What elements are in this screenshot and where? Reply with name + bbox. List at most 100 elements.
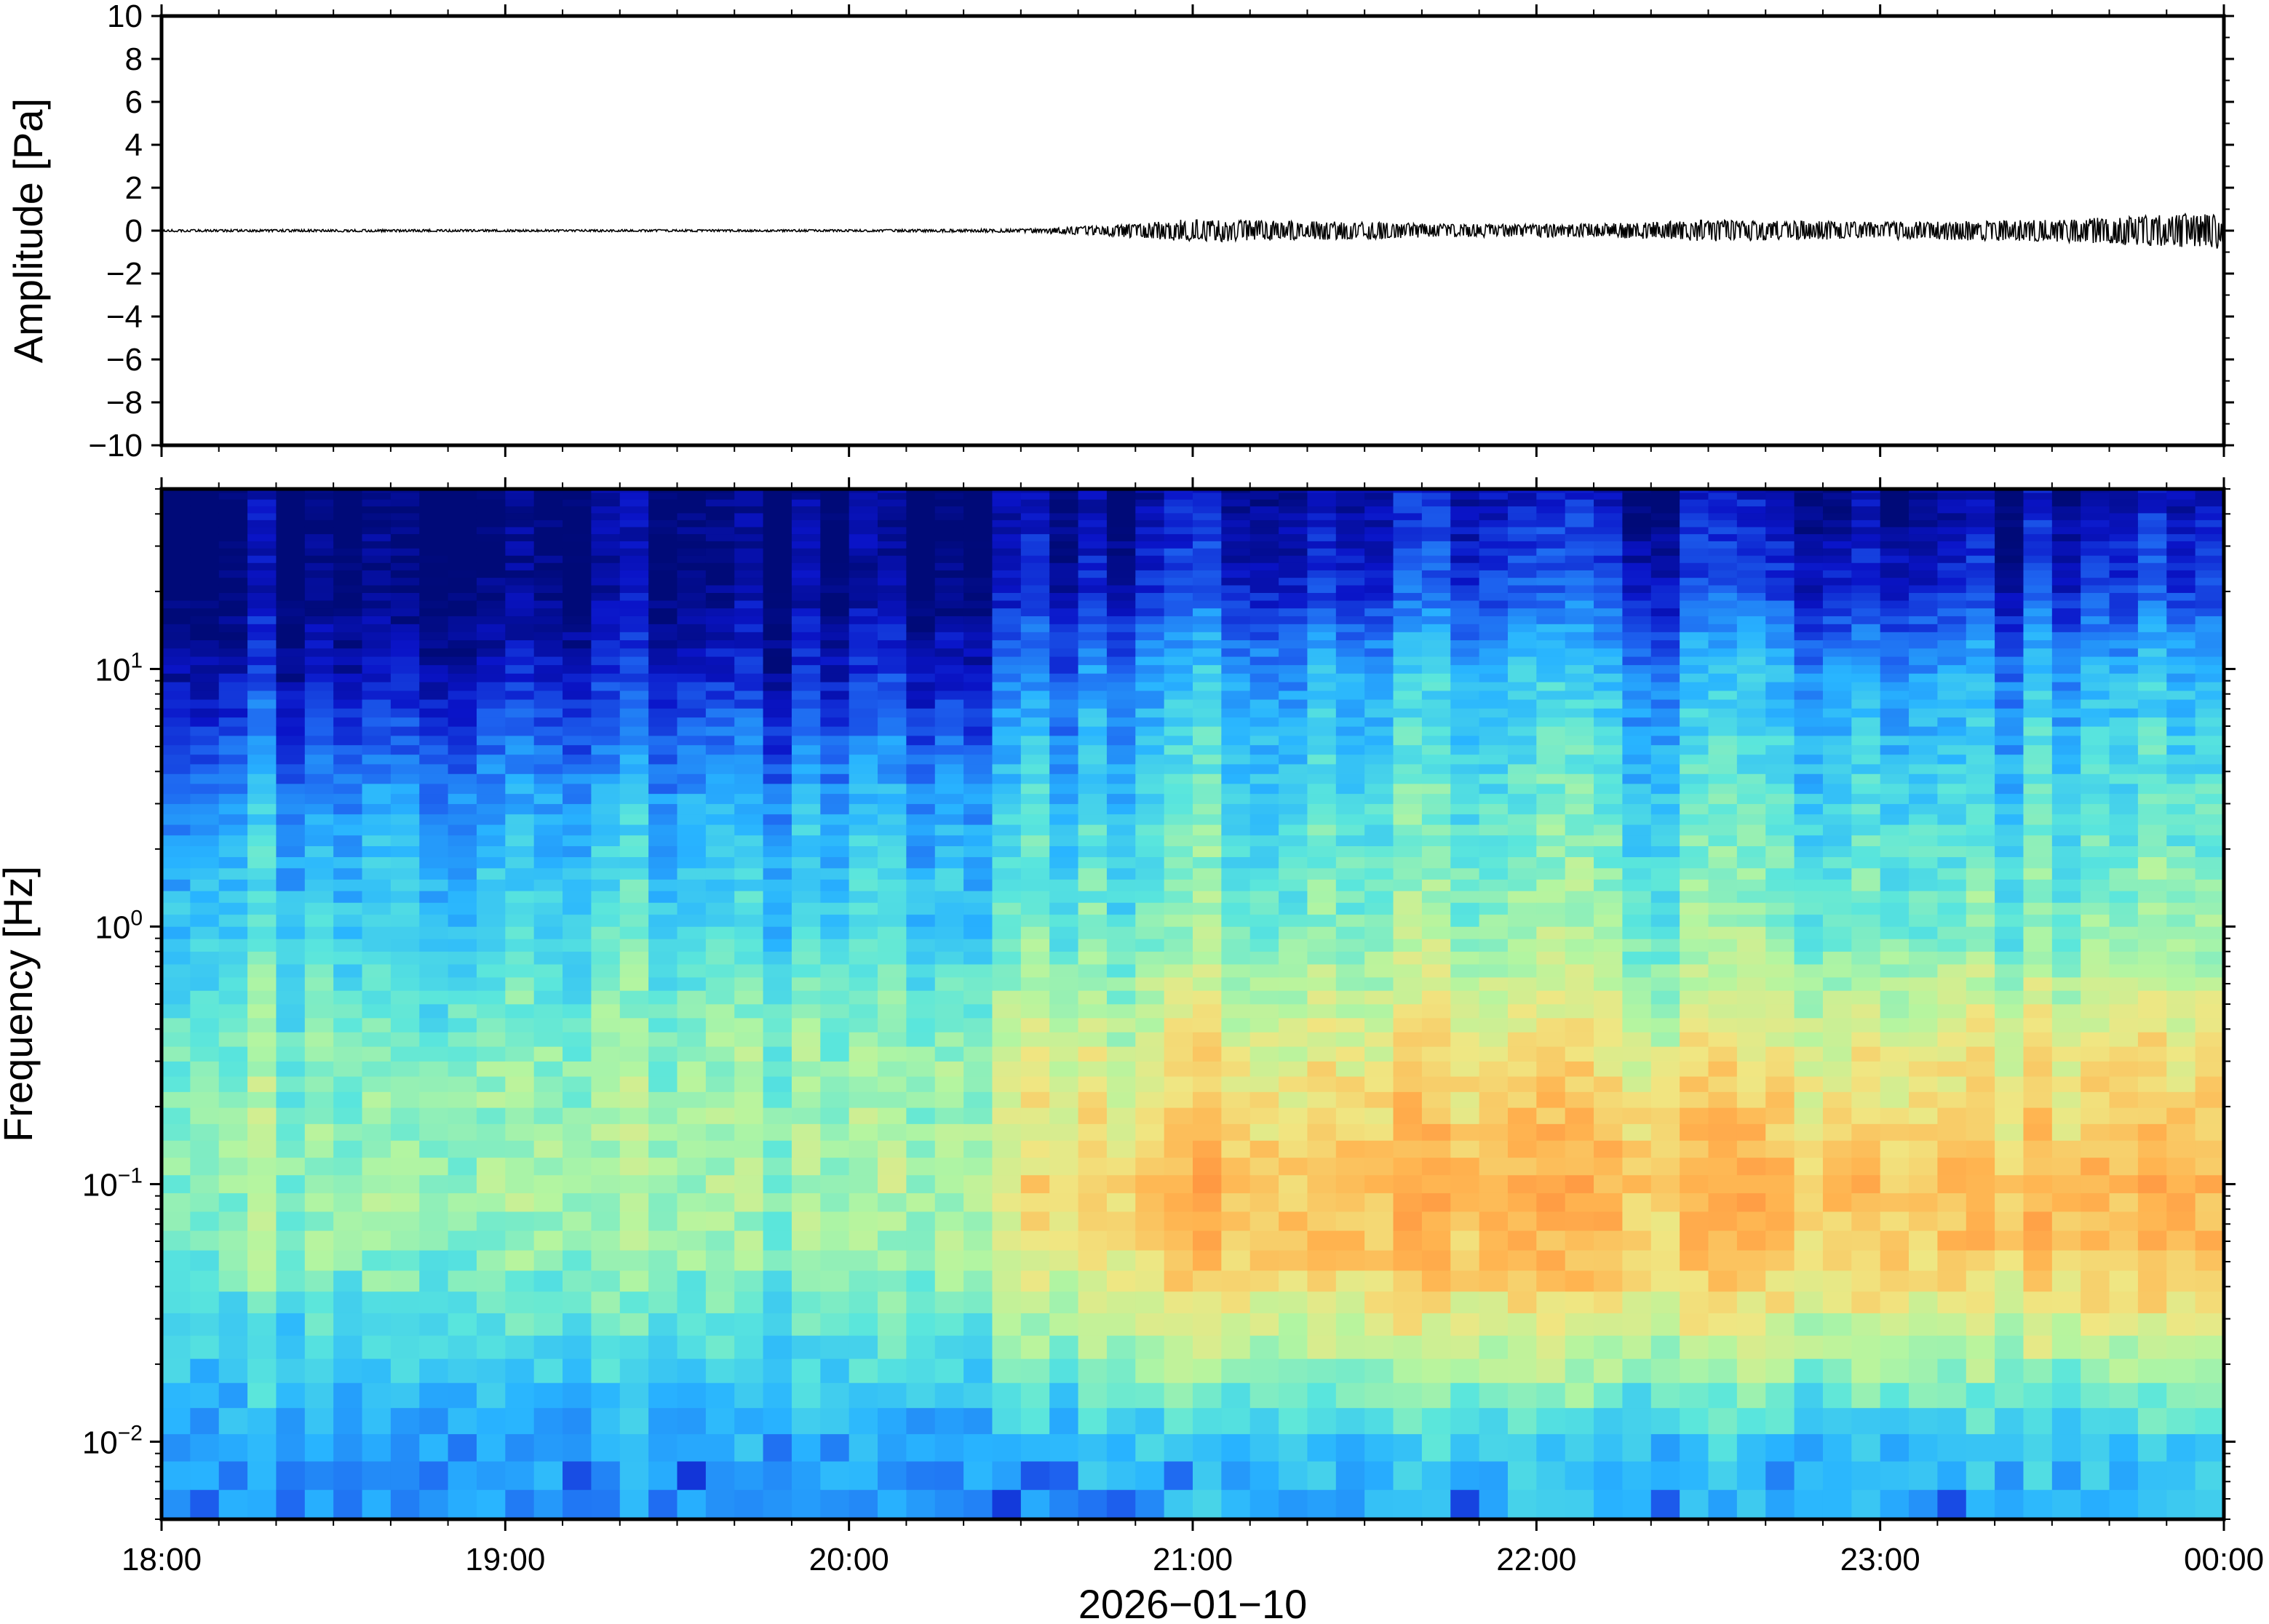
spectrogram-cell [1450,526,1480,535]
spectrogram-cell [1335,951,1365,965]
spectrogram-cell [648,976,678,991]
spectrogram-cell [1622,976,1652,991]
spectrogram-cell [963,1460,993,1490]
spectrogram-cell [1536,1075,1566,1092]
spectrogram-cell [992,824,1022,836]
spectrogram-cell [563,926,592,939]
spectrogram-cell [304,890,334,903]
spectrogram-cell [1650,1139,1680,1158]
spectrogram-cell [362,1174,392,1193]
spectrogram-cell [705,1270,736,1292]
spectrogram-cell [1221,793,1251,805]
spectrogram-cell [1650,890,1680,903]
spectrogram-cell [1622,577,1652,586]
spectrogram-cell [1049,690,1079,700]
spectrogram-cell [333,976,363,991]
spectrogram-cell [1650,533,1680,541]
spectrogram-cell [1622,1075,1652,1092]
spectrogram-cell [304,592,334,601]
spectrogram-cell [677,506,707,514]
spectrogram-cell [1650,1017,1680,1032]
spectrogram-cell [1680,1061,1709,1077]
spectrogram-cell [1594,1061,1624,1077]
spectrogram-cell [1680,600,1709,609]
spectrogram-cell [992,938,1022,952]
spectrogram-cell [390,1123,421,1141]
spectrogram-cell [591,951,621,965]
spectrogram-cell [1421,672,1452,682]
spectrogram-cell [1536,901,1566,915]
spectrogram-cell [1507,1433,1538,1462]
spectrogram-cell [1565,512,1594,520]
spectrogram-cell [648,824,678,836]
spectrogram-cell [878,1489,907,1519]
spectrogram-cell [1650,990,1680,1005]
spectrogram-cell [878,1174,907,1193]
spectrogram-cell [1393,1433,1423,1462]
spectrogram-cell [1479,554,1509,563]
spectrogram-cell [304,1460,334,1490]
spectrogram-cell [190,1211,220,1231]
spectrogram-cell [1249,845,1279,858]
spectrogram-cell [448,1061,477,1077]
spectrogram-cell [1450,1075,1480,1092]
spectrogram-cell [1851,1091,1881,1108]
spectrogram-cell [934,856,964,869]
spectrogram-cell [591,1489,621,1519]
spectrogram-cell [705,1358,736,1383]
spectrogram-cell [1479,744,1509,755]
spectrogram-cell [505,914,535,927]
spectrogram-cell [476,1313,506,1336]
spectrogram-cell [1450,976,1480,991]
spectrogram-cell [1736,793,1767,805]
spectrogram-cell [906,1157,936,1176]
spectrogram-cell [849,835,878,846]
spectrogram-cell [705,492,736,500]
spectrogram-cell [1135,1433,1165,1462]
spectrogram-cell [1335,526,1365,535]
spectrogram-cell [218,813,248,825]
spectrogram-cell [1822,632,1853,640]
spectrogram-cell [276,835,306,846]
spectrogram-cell [1249,1091,1279,1108]
spectrogram-cell [1364,664,1394,674]
spectrogram-cell [1164,498,1193,506]
spectrogram-cell [1307,698,1337,709]
spectrogram-cell [419,1313,449,1336]
spectrogram-cell [1135,990,1165,1005]
spectrogram-cell [563,624,592,632]
spectrogram-cell [1049,632,1079,640]
spectrogram-cell [1307,616,1337,624]
spectrogram-cell [218,1291,248,1313]
spectrogram-cell [1507,600,1538,609]
spectrogram-cell [820,813,850,825]
spectrogram-cell [1622,498,1652,506]
spectrogram-cell [362,498,392,506]
spectrogram-cell [677,793,707,805]
spectrogram-cell [1249,1031,1279,1047]
spectrogram-cell [419,824,449,836]
spectrogram-cell [1279,554,1308,563]
spectrogram-cell [1650,1334,1680,1359]
spectrogram-cell [648,835,678,846]
spectrogram-cell [476,856,506,869]
spectrogram-cell [1135,1123,1165,1141]
spectrogram-cell [1135,813,1165,825]
spectrogram-cell [1507,520,1538,528]
spectrogram-cell [390,1046,421,1062]
spectrogram-cell [1822,698,1853,709]
spectrogram-cell [677,570,707,578]
spectrogram-cell [362,672,392,682]
spectrogram-cell [333,624,363,632]
spectrogram-cell [1650,554,1680,563]
spectrogram-cell [878,640,907,649]
spectrogram-cell [1794,1139,1824,1158]
spectrogram-cell [1249,632,1279,640]
spectrogram-cell [1507,901,1538,915]
spectrogram-cell [1565,1107,1594,1124]
spectrogram-cell [476,1139,506,1158]
spectrogram-cell [791,926,822,939]
spectrogram-cell [677,541,707,549]
spectrogram-cell [218,1313,248,1336]
spectrogram-cell [419,1174,449,1193]
